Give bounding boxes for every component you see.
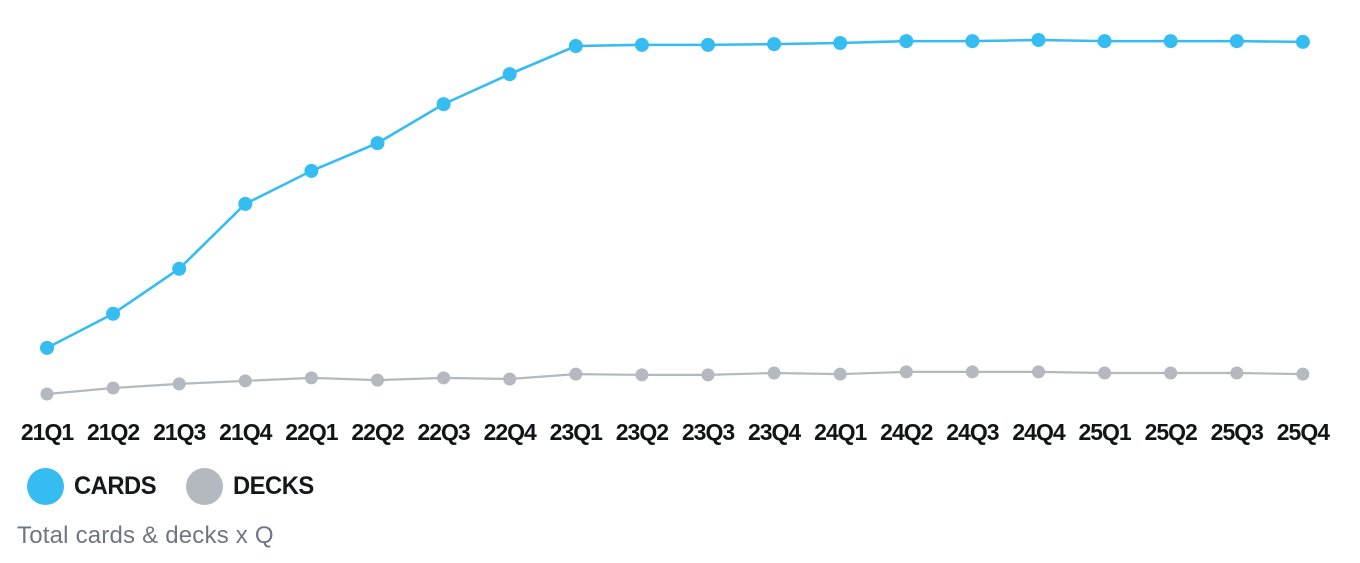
cards-data-point-23Q2: [634, 37, 649, 52]
x-axis-label-23Q2: 23Q2: [616, 419, 668, 445]
x-axis-label-23Q4: 23Q4: [748, 419, 801, 445]
cards-data-point-22Q4: [502, 67, 517, 82]
cards-data-point-21Q4: [238, 196, 253, 211]
decks-series-swatch-icon: [186, 468, 224, 505]
cards-data-point-22Q3: [436, 97, 451, 112]
x-axis-label-22Q2: 22Q2: [351, 419, 403, 445]
decks-data-point-24Q1: [833, 367, 847, 381]
decks-data-point-24Q3: [965, 365, 979, 379]
x-axis-label-21Q2: 21Q2: [87, 419, 139, 445]
legend-item-decks[interactable]: DECKS: [186, 468, 318, 505]
legend-item-cards[interactable]: CARDS: [27, 468, 160, 505]
cards-data-point-23Q3: [701, 37, 715, 52]
decks-data-point-25Q1: [1098, 366, 1112, 380]
cards-data-point-25Q1: [1097, 34, 1112, 49]
x-axis-label-25Q3: 25Q3: [1211, 419, 1263, 445]
cards-data-point-22Q2: [370, 136, 385, 151]
x-axis-label-24Q3: 24Q3: [946, 419, 998, 445]
decks-data-point-22Q4: [503, 372, 517, 386]
x-axis-label-21Q3: 21Q3: [153, 419, 205, 445]
cards-data-point-24Q2: [899, 34, 914, 49]
decks-data-point-24Q2: [899, 365, 913, 379]
x-axis-label-25Q1: 25Q1: [1078, 419, 1131, 445]
cards-data-point-25Q2: [1163, 34, 1178, 49]
cards-data-point-23Q4: [767, 37, 782, 52]
x-axis-label-25Q4: 25Q4: [1277, 419, 1330, 445]
cards-data-point-21Q2: [106, 306, 121, 321]
decks-data-point-25Q3: [1230, 366, 1244, 380]
decks-data-point-23Q3: [701, 368, 715, 382]
decks-series-line: [46, 370, 1303, 396]
decks-data-point-24Q4: [1032, 365, 1045, 379]
cards-data-point-21Q3: [172, 261, 187, 276]
decks-data-point-21Q4: [238, 374, 252, 388]
chart-legend: CARDS DECKS: [27, 468, 1360, 505]
decks-data-point-22Q3: [437, 371, 451, 385]
cards-data-point-25Q3: [1229, 34, 1244, 49]
x-axis-label-23Q3: 23Q3: [682, 419, 734, 445]
x-axis-label-21Q4: 21Q4: [219, 419, 272, 445]
x-axis-label-23Q1: 23Q1: [550, 419, 603, 445]
decks-data-point-22Q2: [371, 373, 384, 387]
cards-data-point-25Q4: [1295, 34, 1310, 49]
legend-label-decks: DECKS: [233, 472, 315, 500]
cards-series-line: [46, 38, 1303, 350]
decks-data-point-23Q4: [767, 366, 781, 380]
x-axis-label-25Q2: 25Q2: [1145, 419, 1197, 445]
cards-data-point-21Q1: [40, 340, 54, 355]
legend-label-cards: CARDS: [74, 472, 157, 500]
decks-data-point-22Q1: [304, 371, 318, 385]
decks-data-point-21Q3: [172, 377, 186, 391]
x-axis-label-24Q2: 24Q2: [880, 419, 932, 445]
x-axis-label-24Q4: 24Q4: [1012, 419, 1065, 445]
cards-series-swatch-icon: [27, 468, 64, 505]
cards-data-point-23Q1: [568, 39, 583, 53]
decks-data-point-21Q1: [40, 387, 54, 401]
decks-data-point-21Q2: [106, 381, 120, 395]
chart-caption: Total cards & decks x Q: [17, 522, 274, 549]
x-axis-label-22Q4: 22Q4: [484, 419, 537, 445]
x-axis-label-24Q1: 24Q1: [814, 419, 867, 445]
cards-data-point-24Q4: [1031, 33, 1046, 47]
x-axis-label-22Q1: 22Q1: [285, 419, 338, 445]
decks-data-point-23Q2: [635, 368, 649, 382]
line-chart-canvas: 21Q1 21Q2 21Q3 21Q4 22Q1 22Q2 22Q3 22Q4 23Q1 23Q2…: [21, 33, 1331, 445]
cards-data-point-24Q1: [833, 36, 848, 50]
decks-data-point-25Q2: [1164, 366, 1178, 380]
decks-data-point-25Q4: [1296, 367, 1310, 381]
decks-data-point-23Q1: [569, 367, 583, 381]
x-axis-label-21Q1: 21Q1: [21, 419, 74, 445]
x-axis-label-22Q3: 22Q3: [417, 419, 469, 445]
cards-data-point-22Q1: [304, 163, 319, 178]
cards-data-point-24Q3: [965, 34, 980, 49]
